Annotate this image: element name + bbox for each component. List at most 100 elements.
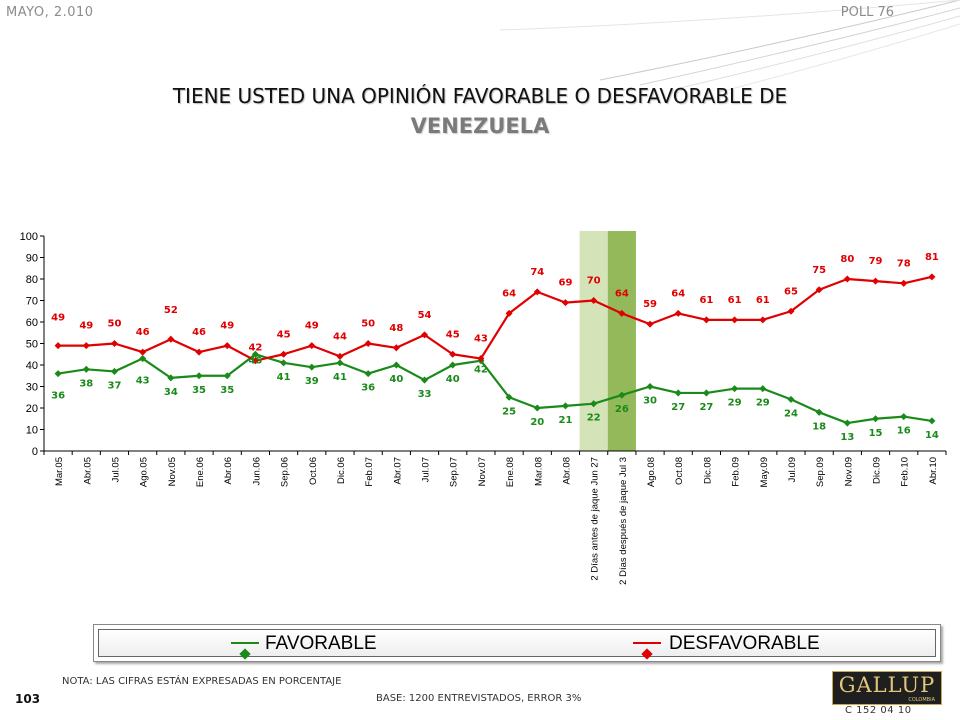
- y-tick-label: 80: [26, 274, 38, 286]
- data-label-desfavorable: 46: [192, 327, 206, 338]
- point-desfavorable: [533, 288, 541, 296]
- x-tick-label: Dic.06: [336, 457, 347, 484]
- point-favorable: [731, 385, 739, 393]
- point-desfavorable: [364, 339, 372, 348]
- legend-inner-frame: FAVORABLE DESFAVORABLE: [98, 629, 936, 660]
- x-tick-label: Ene.06: [195, 457, 206, 487]
- data-label-favorable: 15: [869, 428, 883, 439]
- x-tick-label: Nov.09: [843, 457, 854, 486]
- point-favorable: [110, 367, 119, 375]
- data-label-desfavorable: 78: [897, 258, 911, 269]
- data-label-desfavorable: 45: [446, 329, 460, 340]
- point-desfavorable: [843, 275, 851, 283]
- y-tick-label: 50: [26, 339, 38, 351]
- x-tick-label: Sep.06: [280, 457, 291, 487]
- data-label-desfavorable: 44: [333, 331, 347, 342]
- data-label-favorable: 42: [474, 365, 488, 376]
- x-tick-label: 2 Días antes de jaque Jun 27: [590, 457, 601, 581]
- point-desfavorable: [505, 309, 513, 317]
- point-favorable: [702, 389, 710, 397]
- x-tick-label: Nov.05: [167, 457, 178, 486]
- y-tick-label: 40: [26, 360, 38, 372]
- x-tick-label: Abr.06: [223, 457, 234, 484]
- point-desfavorable: [618, 309, 626, 317]
- x-tick-label: Nov.07: [477, 457, 488, 486]
- data-label-favorable: 22: [587, 413, 601, 424]
- y-tick-label: 10: [26, 425, 38, 437]
- data-label-favorable: 45: [248, 355, 262, 366]
- data-label-desfavorable: 46: [136, 327, 150, 338]
- point-desfavorable: [392, 344, 400, 352]
- data-label-desfavorable: 54: [418, 310, 432, 321]
- point-desfavorable: [82, 342, 90, 350]
- point-desfavorable: [167, 335, 175, 343]
- data-label-desfavorable: 74: [530, 267, 544, 278]
- point-favorable: [815, 408, 823, 416]
- y-tick-label: 90: [26, 253, 38, 265]
- data-label-favorable: 14: [925, 430, 939, 441]
- point-favorable: [900, 413, 908, 421]
- x-tick-label: Sep.09: [815, 457, 826, 487]
- data-label-desfavorable: 50: [108, 319, 122, 330]
- data-label-favorable: 37: [108, 380, 122, 391]
- x-tick-label: May.09: [759, 457, 770, 487]
- data-label-favorable: 33: [418, 389, 432, 400]
- data-label-favorable: 29: [756, 398, 770, 409]
- data-label-desfavorable: 64: [502, 288, 516, 299]
- x-tick-label: Mar.05: [54, 457, 65, 486]
- data-label-desfavorable: 81: [925, 252, 939, 263]
- data-label-desfavorable: 49: [51, 313, 65, 324]
- report-date: MAYO, 2.010: [6, 5, 94, 20]
- series-line-favorable: [57, 353, 933, 425]
- data-label-favorable: 16: [897, 426, 911, 437]
- x-tick-label: Feb.10: [900, 457, 911, 487]
- data-label-desfavorable: 75: [812, 265, 826, 276]
- data-label-favorable: 30: [643, 396, 657, 407]
- point-favorable: [928, 417, 936, 425]
- data-label-favorable: 18: [812, 421, 826, 432]
- data-label-favorable: 25: [502, 406, 516, 417]
- point-desfavorable: [54, 342, 62, 350]
- data-label-desfavorable: 64: [615, 288, 629, 299]
- point-favorable: [195, 372, 203, 380]
- data-label-favorable: 27: [699, 402, 713, 413]
- x-tick-label: Abr.08: [561, 457, 572, 484]
- chart-title-line2: VENEZUELA: [410, 114, 550, 138]
- x-tick-label: Jul.05: [110, 457, 121, 482]
- x-tick-label: Ago.08: [646, 457, 657, 487]
- x-tick-label: Abr.05: [82, 457, 93, 484]
- gallup-logo: GALLUP COLOMBIA: [832, 671, 942, 705]
- data-label-desfavorable: 45: [277, 329, 291, 340]
- point-desfavorable: [674, 309, 682, 317]
- x-tick-label: Oct.06: [308, 457, 319, 485]
- page-number: 103: [15, 692, 41, 706]
- point-favorable: [759, 385, 767, 393]
- header-swoosh-decoration: [499, 0, 960, 93]
- point-desfavorable: [139, 348, 147, 356]
- footnote: NOTA: LAS CIFRAS ESTÁN EXPRESADAS EN POR…: [62, 676, 342, 687]
- data-label-favorable: 36: [361, 383, 375, 394]
- data-label-favorable: 34: [164, 387, 178, 398]
- y-tick-label: 0: [32, 446, 38, 458]
- data-label-desfavorable: 59: [643, 299, 657, 310]
- point-desfavorable: [646, 320, 654, 328]
- point-desfavorable: [251, 357, 259, 365]
- point-desfavorable: [308, 342, 316, 350]
- x-tick-label: Ene.08: [505, 457, 516, 487]
- point-favorable: [420, 376, 429, 384]
- poll-number: POLL 76: [840, 5, 894, 20]
- point-favorable: [505, 393, 513, 401]
- x-tick-label: Feb.07: [364, 457, 375, 487]
- point-favorable: [54, 370, 62, 378]
- legend-favorable-marker: [239, 648, 251, 660]
- data-label-favorable: 26: [615, 404, 629, 415]
- data-label-favorable: 29: [728, 398, 742, 409]
- point-desfavorable: [195, 348, 203, 356]
- data-label-desfavorable: 61: [756, 295, 770, 306]
- document-code: C 152 04 10: [845, 705, 912, 716]
- point-desfavorable: [871, 277, 880, 285]
- data-label-favorable: 27: [671, 402, 685, 413]
- point-desfavorable: [900, 279, 908, 287]
- data-label-desfavorable: 65: [784, 286, 798, 297]
- x-tick-label: Sep.07: [449, 457, 460, 487]
